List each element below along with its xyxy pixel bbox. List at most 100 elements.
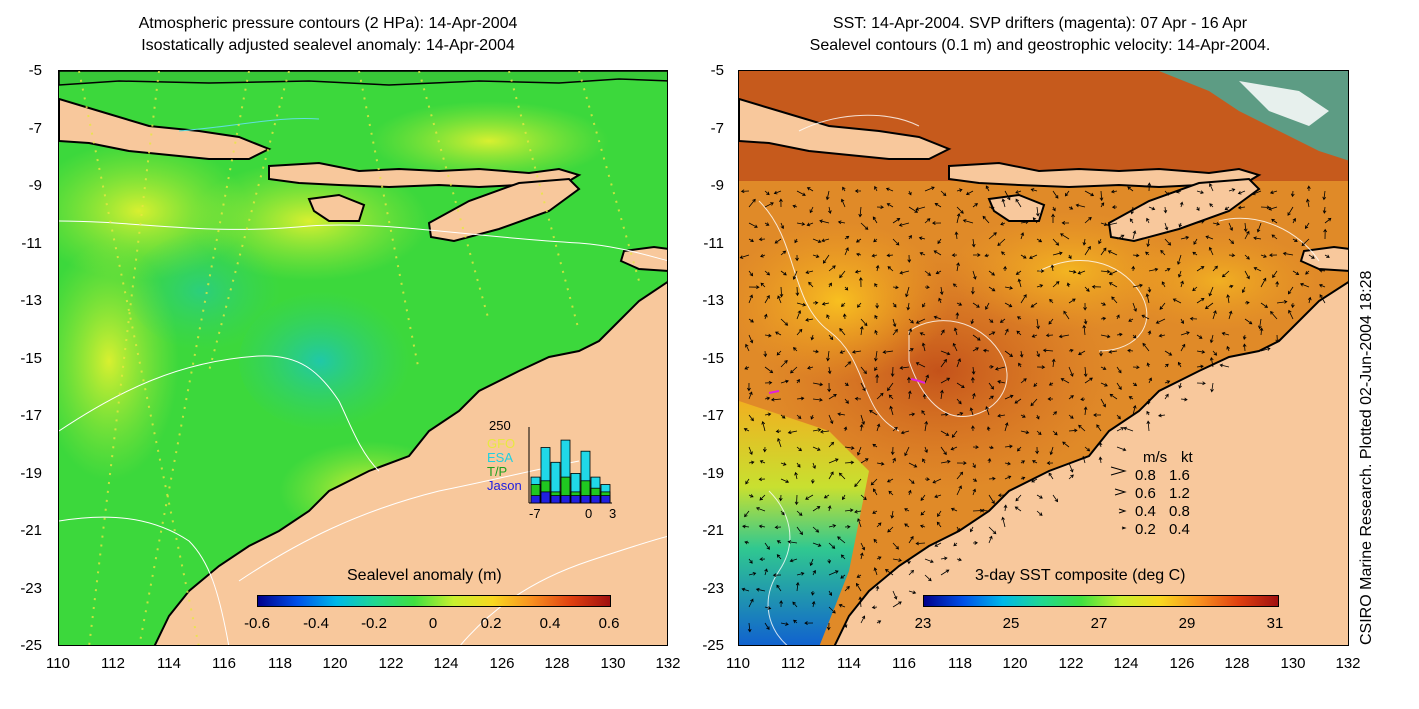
land-kisar xyxy=(619,245,667,272)
velocity-arrow xyxy=(744,540,750,545)
velocity-arrow xyxy=(826,350,830,362)
sla-yellow-patch xyxy=(369,101,609,181)
velocity-arrow xyxy=(748,285,760,290)
velocity-arrow xyxy=(1109,393,1118,400)
velocity-arrow xyxy=(876,461,885,466)
velocity-arrow xyxy=(997,238,1006,247)
velocity-arrow xyxy=(773,190,782,195)
left-x-tick: 116 xyxy=(212,655,236,672)
velocity-arrow xyxy=(938,297,942,304)
velocity-arrow xyxy=(780,379,789,384)
velocity-arrow xyxy=(970,376,975,384)
velocity-arrow xyxy=(922,302,926,308)
velocity-arrow xyxy=(1098,441,1103,448)
velocity-arrow xyxy=(1301,238,1310,247)
velocity-arrow xyxy=(844,361,852,368)
velocity-arrow xyxy=(748,198,756,208)
left-x-tick: 112 xyxy=(101,655,125,672)
velocity-arrow xyxy=(1318,284,1326,288)
velocity-arrow xyxy=(971,366,976,375)
right-x-tick: 120 xyxy=(1002,655,1028,672)
velocity-arrow xyxy=(953,327,958,336)
velocity-arrow xyxy=(744,510,750,518)
velocity-arrow xyxy=(1179,201,1184,208)
velocity-arrow xyxy=(1016,330,1022,336)
velocity-arrow xyxy=(764,333,772,338)
velocity-arrow xyxy=(1049,298,1054,304)
velocity-arrow xyxy=(1116,332,1123,337)
velocity-arrow xyxy=(759,460,766,464)
inset-bar-blue xyxy=(570,495,581,504)
velocity-arrow xyxy=(828,458,839,464)
land-sumba xyxy=(987,193,1046,222)
velocity-arrow xyxy=(934,202,942,208)
sealevel-contour xyxy=(758,200,900,432)
velocity-arrow xyxy=(1003,504,1008,512)
velocity-arrow xyxy=(1004,394,1014,400)
velocity-arrow xyxy=(1305,270,1310,275)
left-title-line1: Atmospheric pressure contours (2 HPa): 1… xyxy=(138,15,518,32)
velocity-arrow xyxy=(828,606,836,614)
velocity-arrow xyxy=(1030,398,1038,407)
left-x-tick: 118 xyxy=(268,655,292,672)
velocity-arrow xyxy=(1098,456,1103,464)
velocity-arrow xyxy=(965,190,974,196)
right-map[interactable]: m/s kt 0.8 1.6 0.6 1.2 0.4 0.8 0.2 0.4 3… xyxy=(738,70,1349,646)
velocity-arrow xyxy=(888,490,894,496)
velocity-arrow xyxy=(774,238,782,244)
left-map[interactable]: 250 GFO ESA T/P Jason -7 0 3 Sealevel an… xyxy=(58,70,668,646)
right-y-tick: -13 xyxy=(702,292,724,309)
velocity-arrow xyxy=(1271,218,1278,224)
velocity-arrow xyxy=(1068,474,1074,480)
velocity-arrow xyxy=(1241,286,1246,294)
velocity-arrow xyxy=(1108,270,1118,276)
velocity-arrow xyxy=(940,459,951,464)
velocity-arrow xyxy=(1111,296,1118,304)
velocity-arrow xyxy=(1253,236,1262,241)
velocity-arrow xyxy=(810,590,815,596)
velocity-arrow xyxy=(1004,286,1014,290)
velocity-arrow xyxy=(810,478,815,484)
velocity-arrow xyxy=(854,189,861,193)
velocity-arrow xyxy=(1244,318,1253,325)
velocity-arrow xyxy=(1068,462,1074,473)
velocity-arrow xyxy=(1108,349,1118,354)
velocity-arrow xyxy=(1244,230,1250,240)
velocity-arrow xyxy=(988,526,997,535)
velocity-arrow xyxy=(1159,302,1166,310)
velocity-arrow xyxy=(828,334,834,341)
right-title-line1: SST: 14-Apr-2004. SVP drifters (magenta)… xyxy=(832,15,1248,32)
velocity-arrow xyxy=(875,264,880,272)
velocity-arrow xyxy=(924,186,935,192)
velocity-arrow xyxy=(972,445,979,450)
velocity-arrow xyxy=(1049,446,1054,456)
velocity-arrow xyxy=(924,218,931,224)
velocity-arrow xyxy=(1050,264,1055,272)
velocity-arrow xyxy=(843,622,848,629)
velocity-arrow xyxy=(1036,350,1040,358)
right-x-tick: 118 xyxy=(948,655,972,672)
velocity-arrow xyxy=(922,458,926,464)
velocity-arrow xyxy=(748,414,754,422)
velocity-arrow xyxy=(805,317,814,322)
velocity-arrow xyxy=(980,508,990,513)
left-y-tick: -9 xyxy=(28,177,42,194)
velocity-arrow xyxy=(908,318,914,324)
right-x-tick: 114 xyxy=(837,655,861,672)
velocity-arrow xyxy=(792,270,798,280)
sst-cool-patch xyxy=(739,221,949,381)
velocity-arrow xyxy=(792,204,798,209)
velocity-arrow xyxy=(857,446,862,456)
velocity-arrow xyxy=(892,426,898,432)
velocity-arrow xyxy=(892,285,899,290)
velocity-arrow xyxy=(1146,217,1150,224)
pressure-contour xyxy=(460,536,667,645)
velocity-arrow xyxy=(988,395,994,400)
velocity-arrow xyxy=(806,187,814,192)
velocity-arrow xyxy=(871,605,878,610)
left-cb-tick: 0.4 xyxy=(539,615,561,632)
velocity-arrow xyxy=(851,350,862,354)
velocity-arrow xyxy=(1251,190,1262,196)
velocity-arrow xyxy=(1036,510,1043,516)
velocity-arrow xyxy=(839,328,846,336)
